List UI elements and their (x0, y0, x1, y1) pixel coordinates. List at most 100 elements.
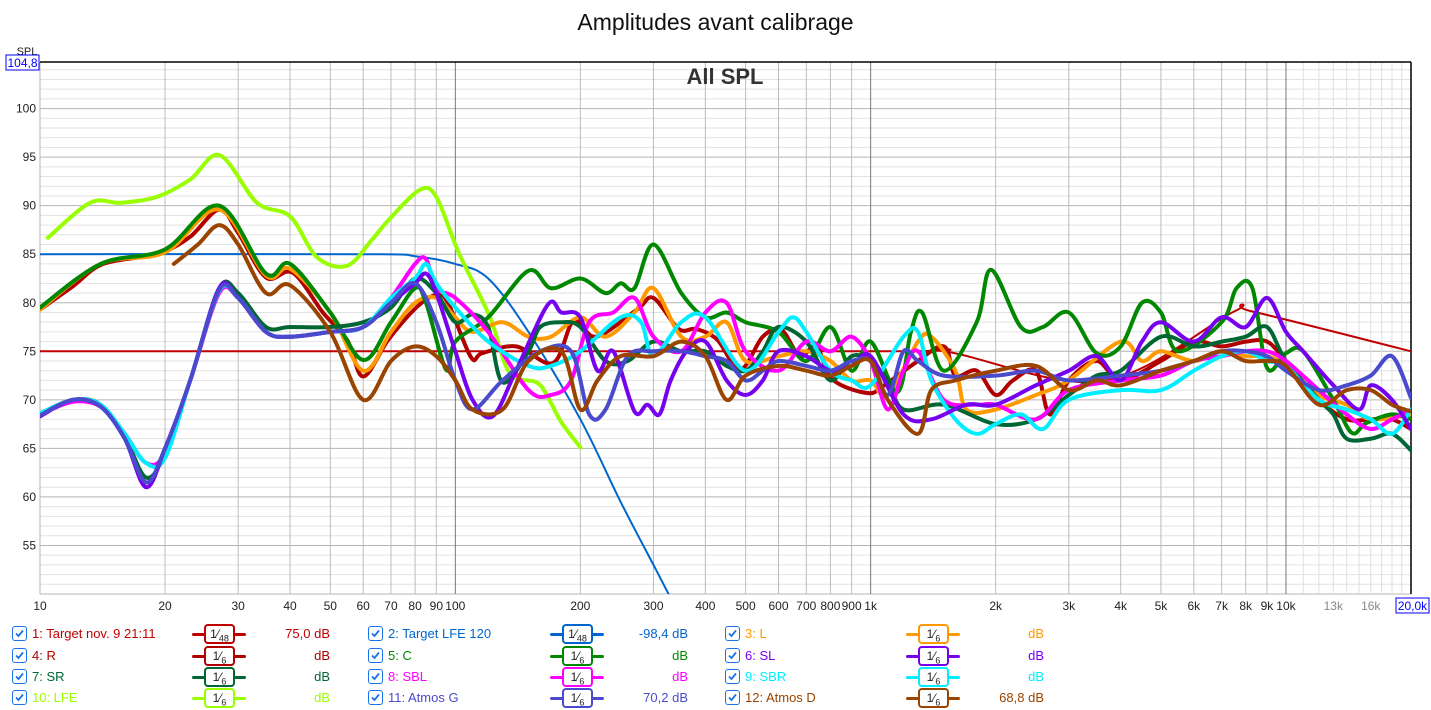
series-name[interactable]: 7: SR (32, 669, 65, 684)
check-icon (15, 651, 24, 660)
series-name[interactable]: 11: Atmos G (388, 690, 459, 705)
smoothing-badge: 1⁄6 (204, 646, 235, 666)
smoothing-selector[interactable]: 1⁄6 (550, 646, 604, 666)
x-tick-label: 30 (231, 599, 245, 613)
smoothing-badge: 1⁄6 (918, 688, 949, 708)
visibility-checkbox[interactable] (12, 648, 27, 663)
series-line-sr (40, 276, 1411, 480)
x-tick-label: 50 (324, 599, 338, 613)
smoothing-selector[interactable]: 1⁄48 (550, 624, 604, 644)
series-value: dB (1028, 669, 1044, 684)
legend-entry-sl: 6: SL 1⁄6 dB (725, 646, 1044, 666)
x-tick-label: 7k (1215, 599, 1229, 613)
check-icon (15, 672, 24, 681)
series-name[interactable]: 9: SBR (745, 669, 787, 684)
series-name[interactable]: 3: L (745, 626, 767, 641)
smoothing-selector[interactable]: 1⁄6 (192, 688, 246, 708)
check-icon (728, 629, 737, 638)
series-name[interactable]: 10: LFE (32, 690, 78, 705)
smoothing-value: 6 (221, 676, 227, 687)
series-line-c (40, 203, 1411, 436)
x-tick-label: 100 (445, 599, 465, 613)
visibility-checkbox[interactable] (368, 690, 383, 705)
visibility-checkbox[interactable] (368, 669, 383, 684)
legend-entry-r: 4: R 1⁄6 dB (12, 646, 330, 666)
visibility-checkbox[interactable] (12, 626, 27, 641)
x-end-value-box (1395, 597, 1430, 614)
check-icon (728, 693, 737, 702)
series-value: dB (314, 690, 330, 705)
legend-entry-c: 5: C 1⁄6 dB (368, 646, 688, 666)
smoothing-badge: 1⁄6 (204, 667, 235, 687)
smoothing-badge: 1⁄48 (562, 624, 593, 644)
smoothing-selector[interactable]: 1⁄6 (906, 646, 960, 666)
x-tick-label: 200 (570, 599, 590, 613)
check-icon (371, 629, 380, 638)
smoothing-selector[interactable]: 1⁄6 (906, 688, 960, 708)
smoothing-selector[interactable]: 1⁄6 (192, 646, 246, 666)
visibility-checkbox[interactable] (12, 690, 27, 705)
x-tick-label: 800 (820, 599, 840, 613)
grid (39, 62, 1412, 595)
smoothing-selector[interactable]: 1⁄6 (550, 667, 604, 687)
x-tick-label: 5k (1155, 599, 1169, 613)
x-tick-label: 9k (1261, 599, 1275, 613)
series-name[interactable]: 2: Target LFE 120 (388, 626, 492, 641)
smoothing-value: 6 (579, 676, 585, 687)
smoothing-badge: 1⁄6 (918, 646, 949, 666)
smoothing-selector[interactable]: 1⁄6 (906, 624, 960, 644)
y-tick-label: 55 (23, 538, 37, 552)
smoothing-badge: 1⁄6 (562, 688, 593, 708)
smoothing-selector[interactable]: 1⁄6 (192, 667, 246, 687)
series-name[interactable]: 6: SL (745, 648, 776, 663)
series-value: dB (1028, 626, 1044, 641)
series-name[interactable]: 1: Target nov. 9 21:11 (32, 626, 156, 641)
y-tick-label: 85 (23, 247, 37, 261)
check-icon (15, 629, 24, 638)
series-value: dB (1028, 648, 1044, 663)
series-value: 75,0 dB (285, 626, 330, 641)
legend-entry-atmos-d: 12: Atmos D 1⁄6 68,8 dB (725, 688, 1044, 708)
legend-entry-sr: 7: SR 1⁄6 dB (12, 667, 330, 687)
visibility-checkbox[interactable] (725, 648, 740, 663)
series-name[interactable]: 12: Atmos D (745, 690, 816, 705)
y-tick-label: 75 (23, 344, 37, 358)
visibility-checkbox[interactable] (725, 626, 740, 641)
x-tick-label: 2k (989, 599, 1003, 613)
legend-entry-lfe: 10: LFE 1⁄6 dB (12, 688, 330, 708)
x-tick-label: 4k (1114, 599, 1128, 613)
x-tick-label: 80 (408, 599, 422, 613)
y-tick-label: 100 (16, 102, 36, 116)
visibility-checkbox[interactable] (368, 648, 383, 663)
x-tick-label: 600 (768, 599, 788, 613)
legend-entry-sbl: 8: SBL 1⁄6 dB (368, 667, 688, 687)
visibility-checkbox[interactable] (725, 690, 740, 705)
y-tick-label: 80 (23, 296, 37, 310)
smoothing-value: 48 (576, 633, 587, 644)
smoothing-badge: 1⁄6 (918, 667, 949, 687)
y-top-value-box (5, 54, 40, 71)
series-value: 70,2 dB (643, 690, 688, 705)
smoothing-badge: 1⁄6 (204, 688, 235, 708)
y-top-value: 104,8 (7, 56, 37, 70)
smoothing-selector[interactable]: 1⁄6 (550, 688, 604, 708)
smoothing-badge: 1⁄6 (918, 624, 949, 644)
legend-entry-atmos-g: 11: Atmos G 1⁄6 70,2 dB (368, 688, 688, 708)
smoothing-badge: 1⁄6 (562, 667, 593, 687)
check-icon (15, 693, 24, 702)
series-name[interactable]: 5: C (388, 648, 412, 663)
x-tick-label: 10k (1276, 599, 1296, 613)
series-value: -98,4 dB (638, 626, 688, 641)
visibility-checkbox[interactable] (12, 669, 27, 684)
x-tick-label: 300 (643, 599, 663, 613)
visibility-checkbox[interactable] (725, 669, 740, 684)
series-name[interactable]: 8: SBL (388, 669, 428, 684)
legend-entry-target-lfe-120: 2: Target LFE 120 1⁄48 -98,4 dB (368, 624, 688, 644)
smoothing-value: 6 (935, 633, 941, 644)
smoothing-selector[interactable]: 1⁄48 (192, 624, 246, 644)
series-name[interactable]: 4: R (32, 648, 56, 663)
series-value: dB (314, 669, 330, 684)
x-tick-label: 3k (1062, 599, 1076, 613)
smoothing-selector[interactable]: 1⁄6 (906, 667, 960, 687)
visibility-checkbox[interactable] (368, 626, 383, 641)
